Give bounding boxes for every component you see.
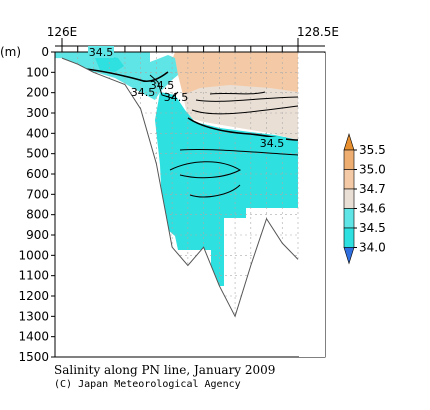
colorbar-segment: [343, 247, 355, 265]
contour-line-deep-3: [189, 184, 241, 198]
colorbar-segment: [343, 227, 355, 248]
contour-label-bg: [88, 46, 114, 58]
contour-label: 34.5: [150, 79, 175, 92]
contour-line-slope: [149, 74, 179, 99]
colorbar-segment: [343, 188, 355, 209]
contour-label: 34.5: [164, 91, 189, 104]
low-salinity-core: [95, 55, 124, 72]
y-tick-label: 800: [26, 208, 49, 222]
colorbar-label: 34.7: [359, 182, 386, 196]
colorbar-segment: [343, 169, 355, 190]
colorbar-segment: [343, 149, 355, 170]
y-tick-label: 500: [26, 147, 49, 161]
colorbar-segment: [343, 132, 355, 151]
seafloor-profile: [61, 57, 299, 318]
y-tick-label: 700: [26, 187, 49, 201]
y-tick-label: 1400: [18, 330, 49, 344]
no-data-mask: [299, 53, 325, 357]
contour-label: 34.5: [89, 46, 114, 59]
y-tick-label: 200: [26, 86, 49, 100]
colorbar-label: 34.0: [359, 241, 386, 255]
colorbar-label: 35.5: [359, 143, 386, 157]
contour-line-deep-1: [169, 161, 242, 179]
contour-labels: 34.5 34.5 34.5 34.5 34.5: [88, 46, 286, 150]
y-tick-label: 0: [41, 45, 49, 59]
y-tick-label: 1200: [18, 289, 49, 303]
colorbar-segment: [343, 208, 355, 229]
contour-lines: [54, 66, 299, 198]
contour-line-inner-3: [209, 91, 266, 95]
y-tick-label: 900: [26, 228, 49, 242]
top-axis-label-right: 128.5E: [297, 25, 339, 39]
contour-label: 34.5: [260, 137, 285, 150]
y-tick-label: 1100: [18, 269, 49, 283]
chart-title: Salinity along PN line, January 2009: [54, 363, 276, 377]
y-tick-label: 300: [26, 106, 49, 120]
y-axis-unit-label: (m): [0, 45, 21, 59]
low-salinity-shelf-region: [55, 52, 178, 100]
contour-label: 34.5: [131, 86, 156, 99]
y-tick-label: 600: [26, 167, 49, 181]
seafloor-mask: [55, 58, 325, 357]
y-tick-label: 1500: [18, 350, 49, 364]
top-axis-label-left: 126E: [47, 25, 78, 39]
colorbar: 35.5 35.0 34.7 34.6 34.5 34.0: [343, 132, 386, 265]
contour-line-inner-1: [191, 105, 299, 115]
colorbar-label: 35.0: [359, 163, 386, 177]
contour-label-bg: [258, 137, 286, 149]
y-tick-label: 100: [26, 65, 49, 79]
y-tick-label: 1300: [18, 309, 49, 323]
y-tick-label: 1000: [18, 248, 49, 262]
chart-credit: (C) Japan Meteorological Agency: [54, 379, 241, 390]
contour-line-deep-2: [179, 148, 299, 156]
y-tick-label: 400: [26, 126, 49, 140]
colorbar-label: 34.6: [359, 202, 386, 216]
contour-line-inner-2: [195, 96, 299, 102]
y-axis: 0 100 200 300 400 500 600 700 800 900 1000 1100 1200…: [18, 45, 55, 364]
colorbar-label: 34.5: [359, 221, 386, 235]
